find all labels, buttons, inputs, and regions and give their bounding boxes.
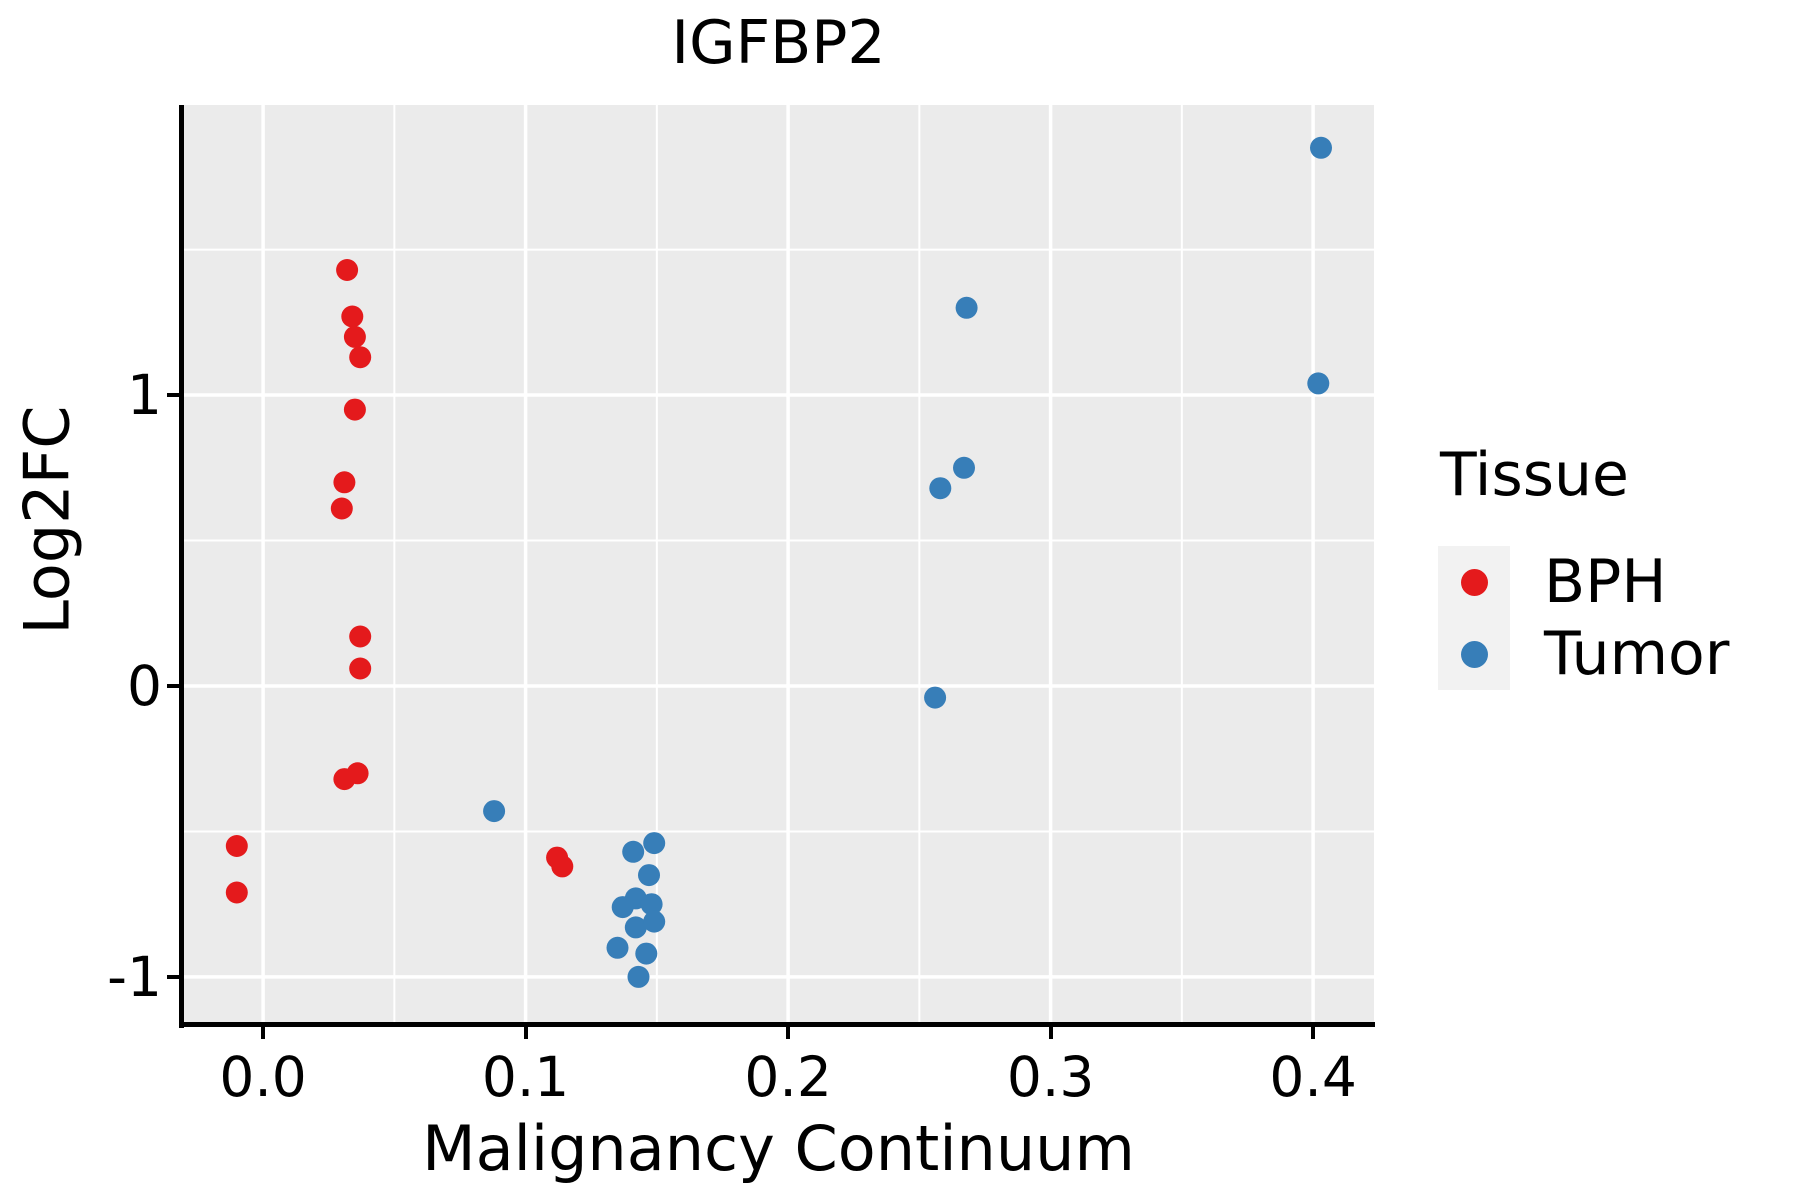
data-point-bph [343,398,366,421]
data-point-tumor [635,942,658,965]
legend-key-tumor [1438,618,1510,690]
data-point-tumor [606,936,629,959]
x-tick [1311,1026,1316,1039]
legend-item-tumor: Tumor [1438,618,1800,690]
x-tick [261,1026,266,1039]
legend-key-bph [1438,546,1510,618]
data-point-bph [336,259,359,281]
legend-item-bph: BPH [1438,546,1800,618]
bph-color-dot [1460,568,1488,596]
data-point-tumor [622,840,645,863]
x-tick [523,1026,528,1039]
data-point-bph [349,346,372,369]
x-axis-title: Malignancy Continuum [422,1112,1135,1185]
data-point-tumor [624,916,647,939]
y-tick [167,974,180,979]
data-point-bph [551,855,574,878]
x-tick-label: 0.2 [744,1045,832,1109]
data-point-bph [225,881,248,904]
data-point-bph [330,497,353,520]
data-point-tumor [611,896,634,919]
data-point-tumor [924,686,947,709]
x-tick-label: 0.3 [1006,1045,1095,1109]
tumor-color-dot [1460,640,1488,668]
data-point-tumor [955,296,978,319]
data-point-bph [343,325,366,348]
data-point-tumor [1310,136,1332,159]
x-tick-label: 0.1 [481,1045,570,1109]
x-tick [1048,1026,1053,1039]
data-point-bph [225,835,248,857]
data-point-tumor [643,910,666,933]
data-point-bph [346,762,369,785]
y-tick-label: 0 [127,653,162,718]
data-point-tumor [638,864,660,887]
data-point-tumor [640,893,663,916]
legend-title: Tissue [1440,440,1629,510]
x-tick-label: 0.0 [219,1045,307,1109]
y-tick [167,683,180,688]
y-tick-label: 1 [127,363,162,428]
y-tick [167,393,180,398]
data-point-bph [333,471,356,494]
data-point-bph [349,657,372,680]
data-point-tumor [627,965,650,988]
x-axis-line [179,1022,1375,1027]
y-axis-line [179,105,184,1028]
x-tick-label: 0.4 [1269,1045,1357,1109]
plot-panel [183,105,1374,1022]
y-axis-title-text: Log2FC [10,405,84,635]
legend-label-bph: BPH [1544,547,1667,617]
data-point-bph [349,625,372,648]
data-point-bph [341,305,364,328]
data-point-tumor [929,477,952,500]
data-point-tumor [483,800,506,823]
chart-title: IGFBP2 [671,8,886,78]
legend-label-tumor: Tumor [1544,619,1730,689]
data-point-tumor [1307,372,1330,395]
data-point-tumor [643,832,666,855]
x-tick [786,1026,791,1039]
legend: Tissue BPH Tumor [1438,440,1800,690]
plot-canvas [183,105,1374,1022]
y-tick-label: -1 [107,944,162,1009]
data-point-tumor [953,456,975,479]
